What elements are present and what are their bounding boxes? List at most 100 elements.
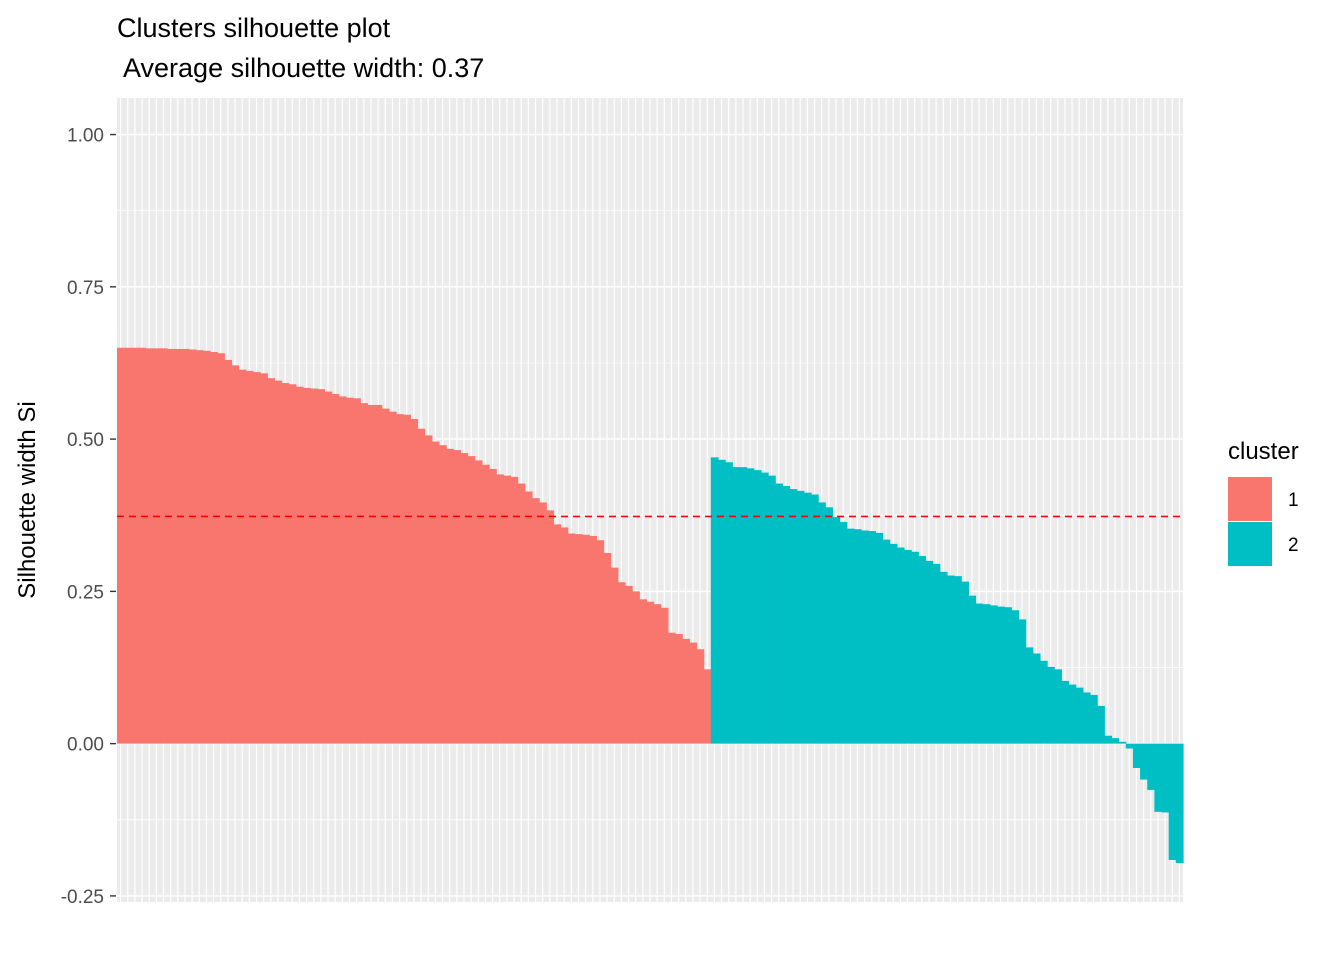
bar-cluster-2: [996, 606, 1005, 744]
bar-cluster-2: [1011, 610, 1020, 744]
bar-cluster-1: [188, 349, 197, 744]
bar-cluster-1: [417, 428, 426, 744]
bar-cluster-2: [1025, 647, 1034, 744]
bar-cluster-2: [875, 532, 884, 744]
bar-cluster-1: [295, 386, 304, 744]
bar-cluster-2: [825, 507, 834, 744]
bar-cluster-1: [467, 456, 476, 744]
bar-cluster-2: [739, 467, 748, 744]
bar-cluster-2: [846, 528, 855, 744]
bar-cluster-1: [689, 642, 698, 744]
bar-cluster-1: [159, 348, 168, 744]
bar-cluster-1: [481, 464, 490, 744]
bar-cluster-1: [510, 476, 519, 744]
legend-key-cluster-2: [1228, 522, 1272, 566]
bar-cluster-1: [646, 601, 655, 744]
bar-cluster-2: [775, 483, 783, 744]
bar-cluster-2: [1039, 660, 1048, 744]
bar-cluster-2: [725, 462, 733, 744]
bar-cluster-2: [861, 530, 869, 744]
y-tick-label: -0.25: [61, 887, 104, 908]
bar-cluster-1: [531, 498, 540, 744]
bar-cluster-1: [517, 483, 526, 744]
bar-cluster-1: [310, 388, 318, 744]
bar-cluster-2: [853, 529, 862, 744]
bar-cluster-1: [202, 350, 211, 744]
bar-cluster-2: [968, 595, 977, 744]
bar-cluster-1: [245, 370, 254, 744]
bar-cluster-2: [932, 563, 941, 744]
bar-cluster-1: [539, 502, 547, 744]
bar-cluster-1: [238, 369, 247, 744]
bar-cluster-2: [954, 576, 962, 744]
bar-cluster-1: [696, 649, 705, 744]
bar-cluster-1: [131, 347, 140, 744]
bar-cluster-1: [274, 380, 283, 744]
bar-cluster-2: [746, 468, 755, 744]
bar-cluster-2: [832, 517, 841, 744]
bar-cluster-2: [1054, 669, 1062, 744]
chart-subtitle: Average silhouette width: 0.37: [117, 53, 484, 83]
bar-cluster-2: [1068, 684, 1077, 744]
bar-cluster-2: [925, 560, 934, 744]
bar-cluster-1: [560, 527, 569, 744]
bar-cluster-2: [1104, 735, 1113, 744]
bar-cluster-1: [424, 435, 433, 744]
bar-cluster-1: [317, 389, 326, 744]
bar-cluster-1: [338, 396, 347, 744]
bar-cluster-1: [553, 524, 562, 744]
bar-cluster-1: [489, 468, 497, 744]
bar-cluster-2: [882, 539, 891, 744]
bar-cluster-1: [474, 460, 483, 744]
bar-cluster-2: [975, 603, 984, 744]
bar-cluster-2: [1125, 743, 1134, 749]
bar-cluster-1: [603, 552, 612, 744]
bar-cluster-1: [453, 450, 462, 744]
y-tick-label: 0.25: [67, 582, 104, 603]
bar-cluster-1: [496, 474, 504, 744]
bar-cluster-1: [252, 372, 261, 744]
bar-cluster-1: [582, 534, 590, 744]
y-tick-label: 1.00: [67, 126, 104, 147]
bar-cluster-2: [1075, 687, 1084, 744]
legend-items: 12: [1228, 477, 1299, 566]
bar-cluster-2: [889, 543, 898, 744]
bar-cluster-2: [868, 531, 876, 744]
bar-cluster-2: [982, 604, 991, 744]
bar-cluster-1: [288, 384, 297, 744]
bar-cluster-1: [460, 453, 469, 744]
bar-cluster-2: [753, 470, 762, 744]
bar-cluster-2: [918, 556, 927, 744]
bar-cluster-1: [117, 347, 125, 744]
bar-cluster-1: [145, 348, 154, 744]
bar-cluster-2: [1168, 743, 1177, 860]
bar-cluster-2: [1004, 607, 1012, 744]
bar-cluster-1: [546, 510, 555, 744]
bar-cluster-2: [989, 605, 998, 744]
bar-cluster-1: [138, 347, 147, 744]
bar-cluster-1: [224, 359, 233, 744]
bar-cluster-2: [961, 581, 969, 744]
bar-cluster-2: [1089, 694, 1098, 744]
bar-cluster-1: [610, 567, 619, 744]
bar-cluster-1: [267, 378, 275, 744]
bar-cluster-2: [768, 475, 776, 744]
bar-cluster-1: [353, 398, 361, 744]
bar-cluster-1: [596, 540, 605, 744]
bar-cluster-1: [374, 404, 383, 744]
bar-cluster-1: [210, 351, 218, 744]
bar-cluster-2: [803, 492, 812, 744]
bar-cluster-1: [589, 535, 597, 744]
bar-cluster-2: [1175, 743, 1184, 864]
bar-cluster-1: [639, 599, 648, 744]
bar-cluster-1: [446, 448, 454, 744]
bar-cluster-2: [710, 457, 719, 744]
bar-cluster-2: [818, 502, 826, 744]
legend: cluster 12: [1228, 438, 1299, 566]
bar-cluster-1: [660, 607, 669, 744]
bar-cluster-1: [174, 348, 182, 744]
bar-cluster-1: [403, 414, 411, 744]
bar-cluster-1: [667, 632, 676, 744]
bar-cluster-2: [896, 547, 905, 744]
